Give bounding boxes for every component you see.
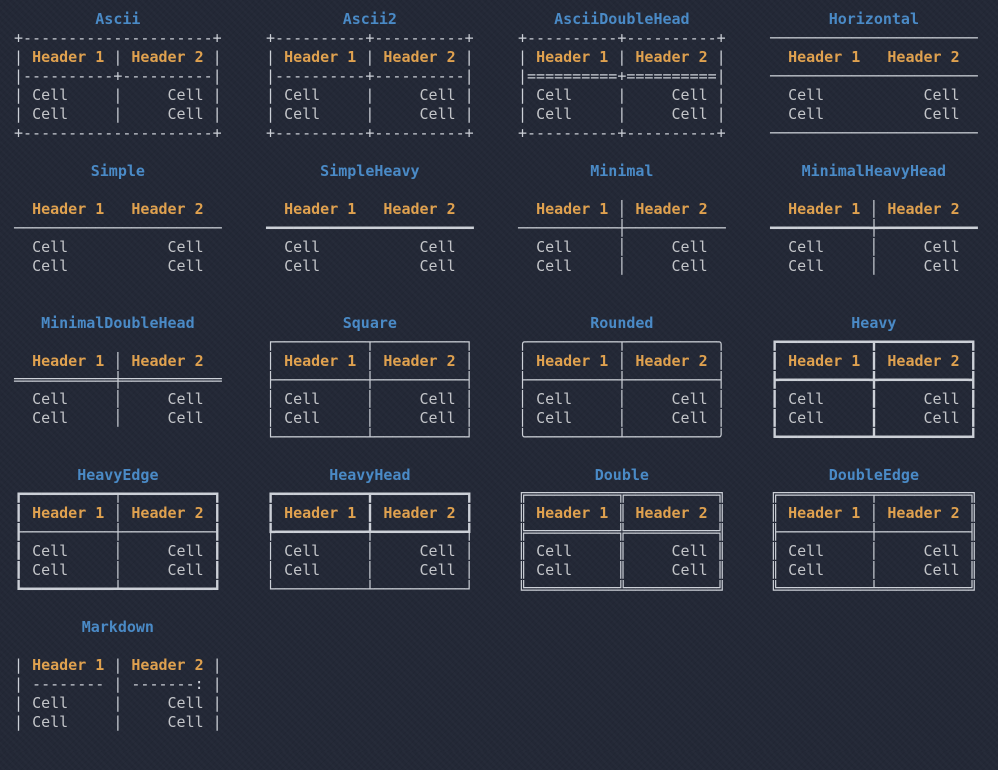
box-table-rounded: Rounded ╭──────────┬──────────╮ │ Header … bbox=[518, 314, 770, 466]
box-table-heavy-edge: HeavyEdge ┏━━━━━━━━━━┯━━━━━━━━━━┓ ┃ Heade… bbox=[14, 466, 266, 618]
table-ascii-art: ╔══════════╤══════════╗ ║ Header 1 │ Hea… bbox=[770, 485, 978, 598]
table-title: Horizontal bbox=[828, 10, 919, 28]
table-title: Rounded bbox=[590, 314, 654, 332]
table-title: Ascii bbox=[95, 10, 141, 28]
table-title: MinimalHeavyHead bbox=[801, 162, 947, 180]
table-ascii-art: ╭──────────┬──────────╮ │ Header 1 │ Hea… bbox=[518, 333, 726, 446]
table-ascii-art: ╔══════════╦══════════╗ ║ Header 1 ║ Hea… bbox=[518, 485, 726, 598]
box-table-minimal-double-head: MinimalDoubleHead Header 1 │ Header 2 ══… bbox=[14, 314, 266, 466]
table-ascii-art: Header 1 │ Header 2 ═══════════╪════════… bbox=[14, 352, 222, 427]
table-ascii-art: ─────────────────────── Header 1 Header … bbox=[770, 29, 978, 142]
box-table-square: Square ┌──────────┬──────────┐ │ Header 1… bbox=[266, 314, 518, 466]
box-table-heavy-head: HeavyHead ┏━━━━━━━━━━┳━━━━━━━━━━┓ ┃ Heade… bbox=[266, 466, 518, 618]
table-title: Square bbox=[342, 314, 397, 332]
table-ascii-art: ┏━━━━━━━━━━┳━━━━━━━━━━┓ ┃ Header 1 ┃ Hea… bbox=[770, 333, 978, 446]
table-title: Minimal bbox=[590, 162, 654, 180]
table-ascii-art: Header 1 Header 2 ──────────────────────… bbox=[14, 200, 222, 275]
table-title: MinimalDoubleHead bbox=[41, 314, 195, 332]
box-table-simple-heavy: SimpleHeavy Header 1 Header 2 ━━━━━━━━━━… bbox=[266, 162, 518, 314]
box-table-horizontal: Horizontal ─────────────────────── Header… bbox=[770, 10, 998, 162]
box-table-double-edge: DoubleEdge ╔══════════╤══════════╗ ║ Head… bbox=[770, 466, 998, 618]
box-table-markdown: Markdown | Header 1 | Header 2 | | -----… bbox=[14, 618, 266, 770]
box-table-minimal: Minimal Header 1 │ Header 2 ───────────┼… bbox=[518, 162, 770, 314]
box-table-ascii: Ascii +---------------------+ | Header 1 … bbox=[14, 10, 266, 162]
table-title: AsciiDoubleHead bbox=[554, 10, 690, 28]
box-table-ascii2: Ascii2 +----------+----------+ | Header 1… bbox=[266, 10, 518, 162]
table-title: HeavyEdge bbox=[77, 466, 159, 484]
table-ascii-art: +----------+----------+ | Header 1 | Hea… bbox=[518, 29, 726, 142]
box-table-double: Double ╔══════════╦══════════╗ ║ Header 1… bbox=[518, 466, 770, 618]
table-ascii-art: | Header 1 | Header 2 | | -------- | ---… bbox=[14, 656, 222, 731]
box-table-heavy: Heavy ┏━━━━━━━━━━┳━━━━━━━━━━┓ ┃ Header 1 … bbox=[770, 314, 998, 466]
table-ascii-art: ┌──────────┬──────────┐ │ Header 1 │ Hea… bbox=[266, 333, 474, 446]
table-title: Double bbox=[594, 466, 649, 484]
table-ascii-art: Header 1 │ Header 2 ───────────┼────────… bbox=[518, 200, 726, 275]
table-ascii-art: +---------------------+ | Header 1 | Hea… bbox=[14, 29, 222, 142]
box-table-ascii-double-head: AsciiDoubleHead +----------+----------+ |… bbox=[518, 10, 770, 162]
table-title: Simple bbox=[90, 162, 145, 180]
table-ascii-art: Header 1 │ Header 2 ━━━━━━━━━━━┿━━━━━━━━… bbox=[770, 200, 978, 275]
table-title: HeavyHead bbox=[329, 466, 411, 484]
table-title: SimpleHeavy bbox=[320, 162, 420, 180]
table-ascii-art: ┏━━━━━━━━━━┳━━━━━━━━━━┓ ┃ Header 1 ┃ Hea… bbox=[266, 485, 474, 598]
table-title: Markdown bbox=[81, 618, 154, 636]
table-title: Heavy bbox=[851, 314, 897, 332]
table-ascii-art: ┏━━━━━━━━━━┯━━━━━━━━━━┓ ┃ Header 1 │ Hea… bbox=[14, 485, 222, 598]
box-table-minimal-heavy-head: MinimalHeavyHead Header 1 │ Header 2 ━━━… bbox=[770, 162, 998, 314]
table-ascii-art: Header 1 Header 2 ━━━━━━━━━━━━━━━━━━━━━━… bbox=[266, 200, 474, 275]
table-ascii-art: +----------+----------+ | Header 1 | Hea… bbox=[266, 29, 474, 142]
table-title: DoubleEdge bbox=[828, 466, 919, 484]
table-title: Ascii2 bbox=[342, 10, 397, 28]
box-table-simple: Simple Header 1 Header 2 ───────────────… bbox=[14, 162, 266, 314]
